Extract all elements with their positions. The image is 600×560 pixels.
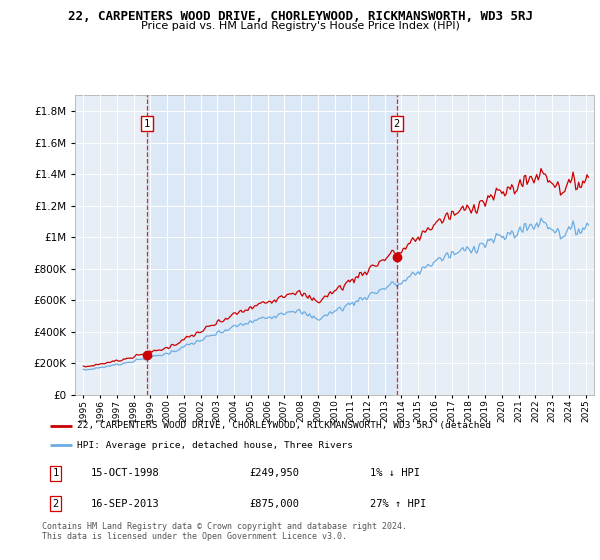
- Text: 2: 2: [394, 119, 400, 129]
- Text: 15-OCT-1998: 15-OCT-1998: [91, 468, 160, 478]
- Text: £875,000: £875,000: [250, 499, 299, 509]
- Text: HPI: Average price, detached house, Three Rivers: HPI: Average price, detached house, Thre…: [77, 441, 353, 450]
- Text: 1: 1: [53, 468, 59, 478]
- Text: 27% ↑ HPI: 27% ↑ HPI: [370, 499, 426, 509]
- Text: 22, CARPENTERS WOOD DRIVE, CHORLEYWOOD, RICKMANSWORTH, WD3 5RJ: 22, CARPENTERS WOOD DRIVE, CHORLEYWOOD, …: [67, 10, 533, 23]
- Text: Price paid vs. HM Land Registry's House Price Index (HPI): Price paid vs. HM Land Registry's House …: [140, 21, 460, 31]
- Text: 1% ↓ HPI: 1% ↓ HPI: [370, 468, 419, 478]
- Text: Contains HM Land Registry data © Crown copyright and database right 2024.
This d: Contains HM Land Registry data © Crown c…: [42, 522, 407, 542]
- Bar: [147, 95, 397, 395]
- Text: £249,950: £249,950: [250, 468, 299, 478]
- Text: 1: 1: [143, 119, 150, 129]
- Text: 22, CARPENTERS WOOD DRIVE, CHORLEYWOOD, RICKMANSWORTH, WD3 5RJ (detached: 22, CARPENTERS WOOD DRIVE, CHORLEYWOOD, …: [77, 421, 491, 430]
- Text: 2: 2: [53, 499, 59, 509]
- Text: 16-SEP-2013: 16-SEP-2013: [91, 499, 160, 509]
